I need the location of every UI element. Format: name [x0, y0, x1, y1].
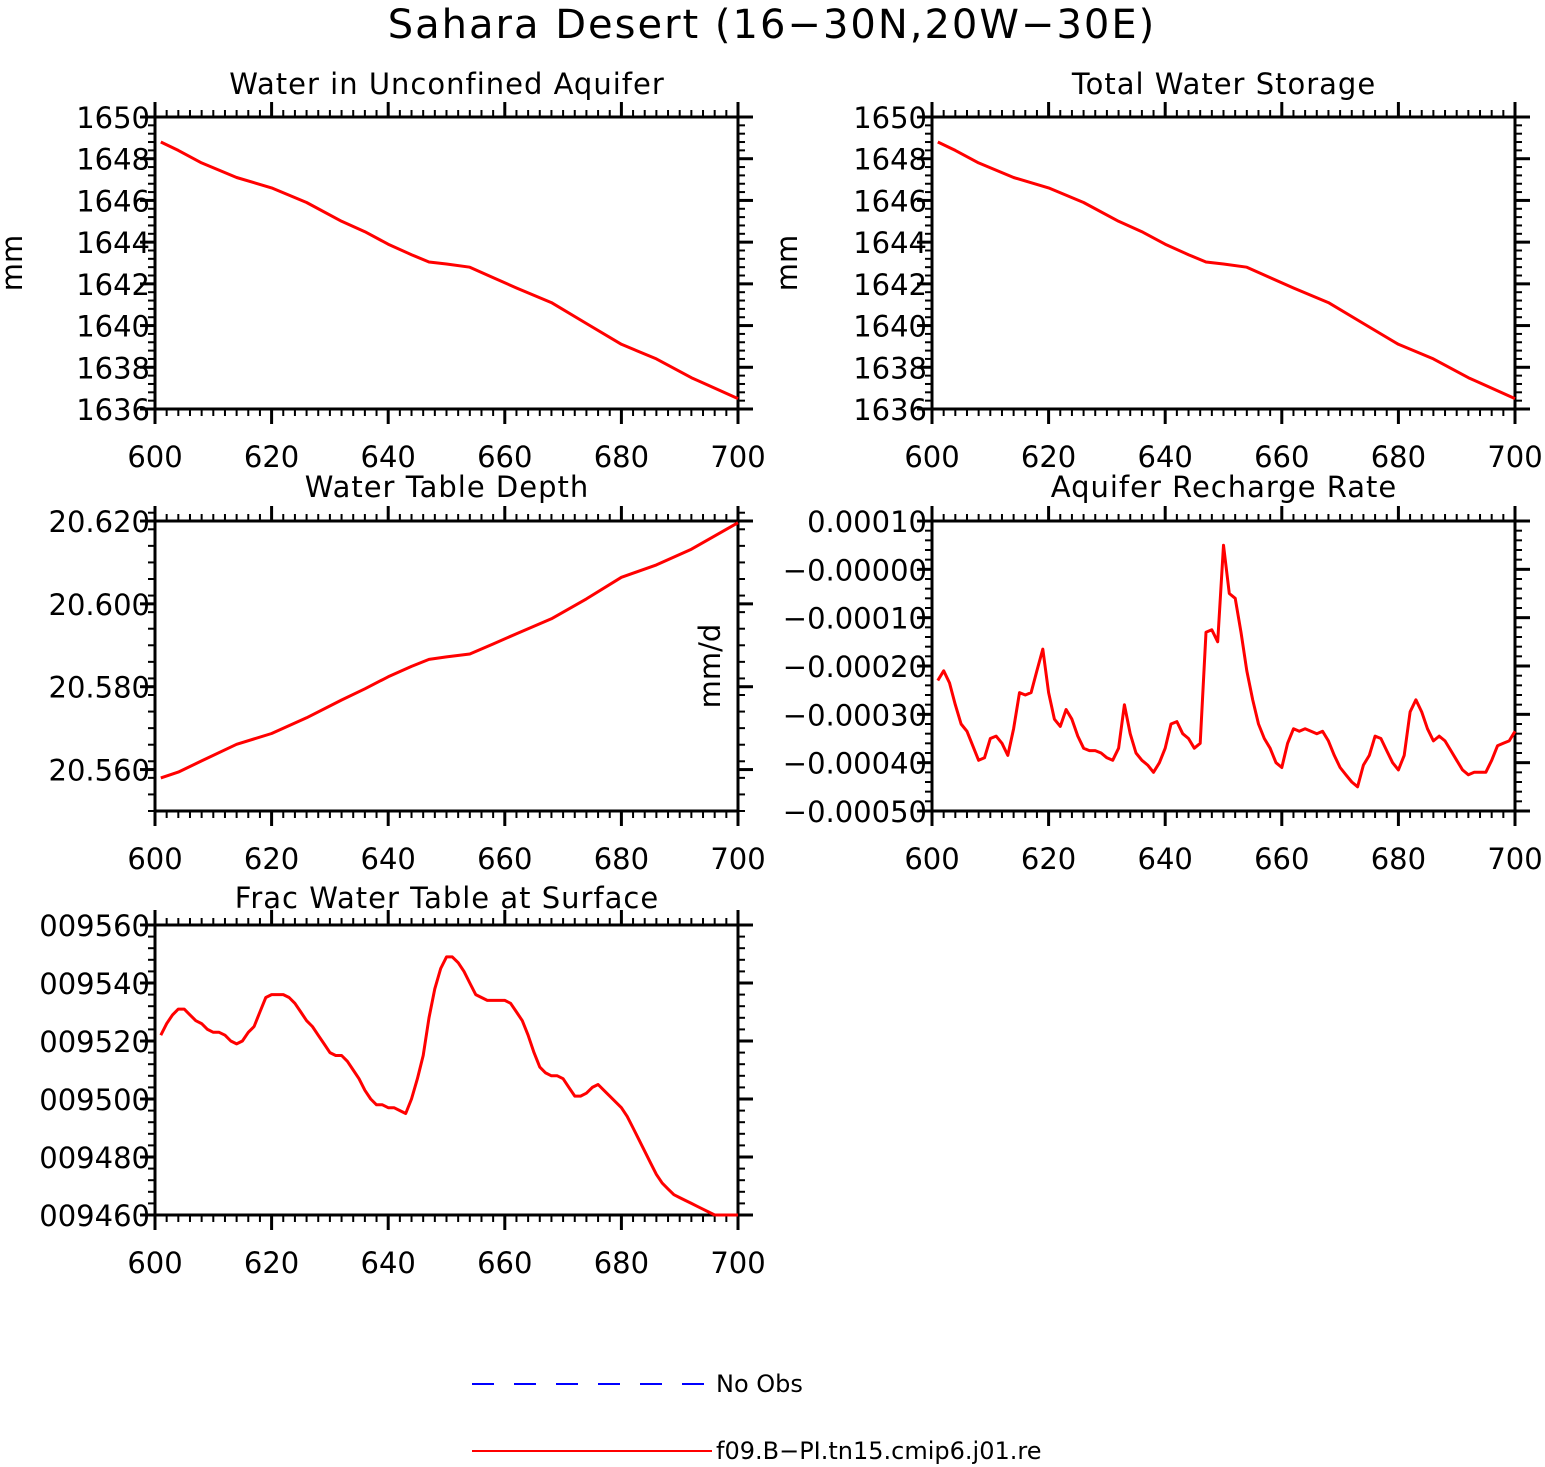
x-tick-label: 660	[477, 842, 532, 876]
figure-title: Sahara Desert (16−30N,20W−30E)	[388, 2, 1156, 48]
series-line	[937, 140, 1516, 400]
y-tick-label: 20.560	[49, 754, 150, 788]
x-tick-label: 640	[361, 842, 416, 876]
panel-title: Water Table Depth	[305, 470, 590, 504]
y-tick-label: 1644	[76, 226, 150, 260]
y-axis-label: mm	[0, 235, 29, 292]
x-tick-label: 620	[244, 842, 299, 876]
x-tick-label: 700	[1487, 842, 1542, 876]
x-tick-label: 600	[127, 1246, 182, 1280]
x-tick-label: 660	[1254, 842, 1309, 876]
y-axis-label: mm	[770, 235, 804, 292]
x-tick-label: 680	[1371, 440, 1426, 474]
y-tick-label: 1646	[76, 184, 150, 218]
y-tick-label: −0.00020	[783, 650, 927, 684]
y-tick-label: 009500	[39, 1083, 150, 1117]
y-tick-label: 1638	[853, 351, 927, 385]
x-tick-label: 700	[710, 842, 765, 876]
plot-frame	[153, 519, 740, 813]
y-tick-label: 1640	[853, 310, 927, 344]
panel-total-water-storage: Total Water Storage mm 600 620 640 660 680 70…	[770, 67, 1543, 474]
panel-title: Water in Unconfined Aquifer	[229, 67, 665, 101]
x-tick-label: 680	[594, 440, 649, 474]
panel-title: Aquifer Recharge Rate	[1051, 470, 1398, 504]
series-line	[159, 955, 738, 1217]
y-tick-label: 20.620	[49, 505, 150, 539]
plot-area: 600 620 640 660 680 700 009460 009480 009500 0095…	[39, 909, 765, 1280]
x-tick-label: 680	[594, 842, 649, 876]
y-tick-label: 009540	[39, 967, 150, 1001]
series-line	[936, 543, 1517, 789]
x-tick-label: 640	[361, 440, 416, 474]
y-tick-label: 009560	[39, 909, 150, 943]
panel-title: Total Water Storage	[1071, 67, 1376, 101]
x-tick-label: 660	[477, 1246, 532, 1280]
y-tick-label: 1648	[76, 143, 150, 177]
y-tick-label: 1642	[76, 268, 150, 302]
y-tick-label: −0.00040	[783, 747, 927, 781]
x-tick-label: 700	[710, 440, 765, 474]
y-tick-label: −0.00000	[783, 553, 927, 587]
y-tick-label: 1642	[853, 268, 927, 302]
x-tick-label: 640	[1138, 842, 1193, 876]
legend: No Obs f09.B−PI.tn15.cmip6.j01.re	[472, 1370, 1041, 1465]
legend-label-obs: No Obs	[716, 1370, 803, 1398]
x-tick-label: 680	[594, 1246, 649, 1280]
plot-area: 600 620 640 660 680 700 20.560 20.580 20.600 20.6…	[49, 505, 766, 876]
panel-aquifer-recharge-rate: Aquifer Recharge Rate mm/d 600 620 640 660 6…	[693, 470, 1543, 876]
y-tick-label: 1648	[853, 143, 927, 177]
series-line	[160, 140, 739, 400]
panel-water-table-depth: Water Table Depth 600 620 640 660 680 700 20.5…	[49, 470, 766, 876]
x-tick-label: 620	[1021, 842, 1076, 876]
x-tick-label: 620	[244, 1246, 299, 1280]
x-tick-label: 700	[1487, 440, 1542, 474]
y-tick-label: 1650	[76, 101, 150, 135]
plot-area: 600 620 640 660 680 700 1636 1638 1640 1642 1644 16…	[853, 101, 1542, 474]
x-tick-label: 660	[1254, 440, 1309, 474]
legend-label-model: f09.B−PI.tn15.cmip6.j01.re	[716, 1437, 1041, 1465]
series-line	[160, 521, 739, 780]
panel-frac-water-table: Frac Water Table at Surface 600 620 640 660…	[39, 881, 765, 1280]
y-tick-label: 1650	[853, 101, 927, 135]
x-tick-label: 620	[1021, 440, 1076, 474]
y-tick-label: −0.00030	[783, 698, 927, 732]
x-tick-label: 640	[361, 1246, 416, 1280]
panel-aquifer-water: Water in Unconfined Aquifer mm 600 620 640…	[0, 67, 766, 474]
plot-area: 600 620 640 660 680 700 −0.00050 −0.00040 −0.000…	[783, 505, 1543, 876]
x-tick-label: 600	[127, 440, 182, 474]
y-axis-label: mm/d	[693, 624, 727, 709]
y-tick-label: 20.580	[49, 671, 150, 705]
x-tick-label: 660	[477, 440, 532, 474]
y-tick-label: 1638	[76, 351, 150, 385]
x-tick-label: 620	[244, 440, 299, 474]
y-tick-label: 1646	[853, 184, 927, 218]
y-tick-label: 0.00010	[807, 505, 927, 539]
x-tick-label: 600	[904, 842, 959, 876]
y-tick-label: 1640	[76, 310, 150, 344]
y-tick-label: 1644	[853, 226, 927, 260]
y-tick-label: −0.00010	[783, 602, 927, 636]
x-tick-label: 700	[710, 1246, 765, 1280]
x-tick-label: 680	[1371, 842, 1426, 876]
y-tick-label: −0.00050	[783, 795, 927, 829]
x-tick-label: 600	[127, 842, 182, 876]
plot-frame	[153, 923, 740, 1217]
plot-area: 600 620 640 660 680 700 1636 1638 1640 1642 1644 16…	[76, 101, 765, 474]
x-tick-label: 640	[1138, 440, 1193, 474]
y-tick-label: 20.600	[49, 588, 150, 622]
panel-title: Frac Water Table at Surface	[235, 881, 659, 915]
y-tick-label: 1636	[76, 393, 150, 427]
y-tick-label: 009480	[39, 1141, 150, 1175]
x-tick-label: 600	[904, 440, 959, 474]
y-tick-label: 009520	[39, 1025, 150, 1059]
y-tick-label: 1636	[853, 393, 927, 427]
y-tick-label: 009460	[39, 1199, 150, 1233]
